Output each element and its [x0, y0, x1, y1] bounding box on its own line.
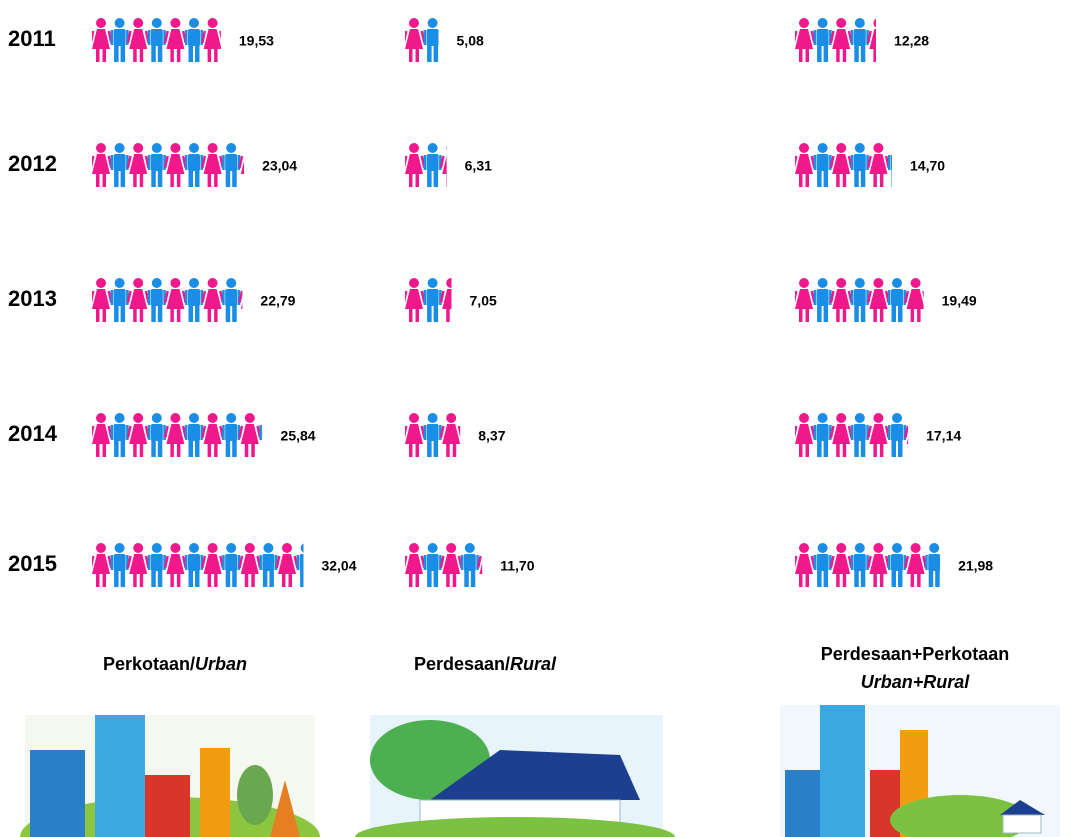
urban-rural-illustration	[780, 705, 1060, 837]
pictogram-row	[793, 413, 928, 457]
pictogram-row	[403, 278, 463, 322]
chart: 2011 2012 2013 2014 2015 19,53 23,04 22,79 25,84…	[0, 0, 1089, 837]
value-label: 6,31	[465, 158, 492, 174]
series-name-en: Urban+Rural	[861, 672, 971, 692]
rural-illustration	[355, 715, 675, 837]
urban-illustration	[20, 715, 320, 837]
value-label: 23,04	[262, 158, 297, 174]
pictogram-row	[793, 278, 928, 322]
pictogram-row	[90, 143, 262, 187]
year-label: 2013	[8, 286, 57, 311]
pictogram-row	[403, 543, 500, 587]
series-name-local: Perdesaan+Perkotaan	[821, 644, 1010, 664]
value-label: 14,70	[910, 158, 945, 174]
value-label: 19,53	[239, 33, 274, 49]
series-name: Perdesaan/Rural	[414, 654, 557, 674]
pictogram-row	[403, 143, 463, 187]
value-label: 22,79	[260, 293, 295, 309]
year-label: 2014	[8, 421, 58, 446]
value-label: 21,98	[958, 558, 993, 574]
pictogram-row	[90, 18, 225, 62]
series-name: Perdesaan+Perkotaan Urban+Rural	[821, 644, 1010, 692]
value-label: 32,04	[321, 558, 356, 574]
year-label: 2011	[8, 26, 56, 51]
series-name-local: Perkotaan/	[103, 654, 195, 674]
value-label: 25,84	[281, 428, 316, 444]
pictogram-row	[793, 18, 890, 62]
pictogram-row	[403, 18, 442, 62]
value-label: 7,05	[470, 293, 497, 309]
value-label: 11,70	[500, 558, 534, 574]
pictogram-row	[90, 413, 278, 457]
series-name-local: Perdesaan/	[414, 654, 510, 674]
series-name-en: Urban	[195, 654, 247, 674]
value-label: 19,49	[942, 293, 977, 309]
value-label: 8,37	[478, 428, 505, 444]
series-name-en: Rural	[510, 654, 557, 674]
value-label: 5,08	[457, 33, 484, 49]
value-label: 12,28	[894, 33, 929, 49]
year-label: 2015	[8, 551, 57, 576]
pictogram-row	[793, 143, 906, 187]
pictogram-row	[90, 543, 315, 587]
pictogram-row	[90, 278, 262, 322]
year-label: 2012	[8, 151, 57, 176]
series-name: Perkotaan/Urban	[103, 654, 247, 674]
pictogram-row	[403, 413, 463, 457]
pictogram-row	[793, 543, 944, 587]
value-label: 17,14	[926, 428, 961, 444]
